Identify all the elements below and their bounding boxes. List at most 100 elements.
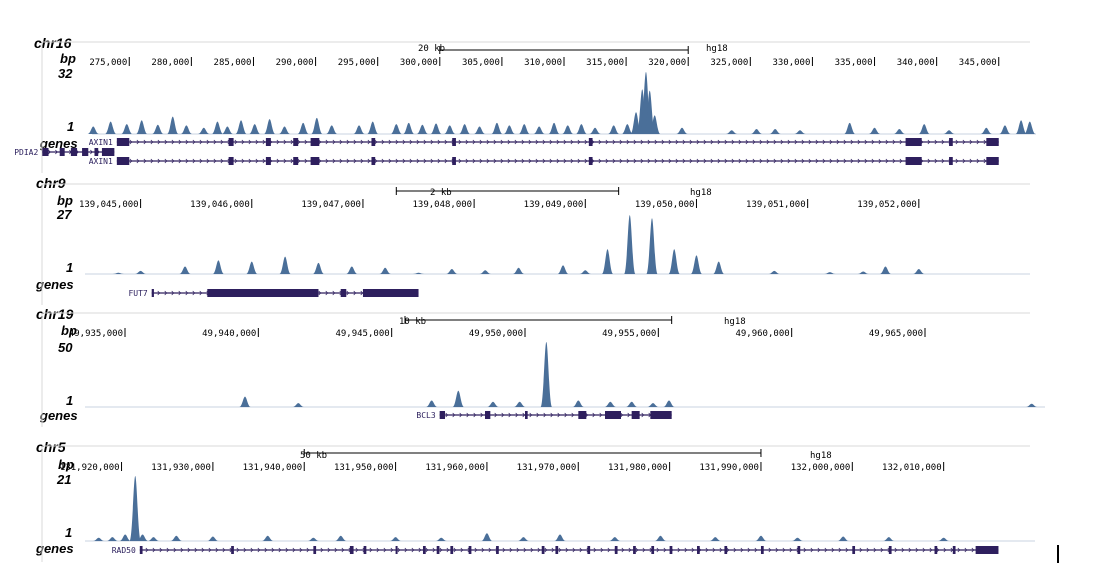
tick-label: 139,047,000	[301, 200, 361, 210]
signal-peak	[446, 269, 458, 274]
gene-exon	[934, 546, 938, 554]
gene-exon	[949, 157, 953, 165]
signal-peak	[572, 400, 585, 407]
gene-name-label: AXIN1	[89, 157, 113, 166]
strand-arrow	[360, 158, 364, 164]
signal-peak	[604, 401, 617, 407]
strand-arrow	[668, 158, 672, 164]
strand-arrow	[255, 158, 259, 164]
strand-arrow	[810, 547, 814, 553]
scale-bar-label: 50 kb	[300, 451, 327, 461]
strand-arrow	[515, 412, 519, 418]
tick-label: 139,049,000	[524, 200, 584, 210]
strand-arrow	[619, 158, 623, 164]
strand-arrow	[318, 139, 322, 145]
strand-arrow	[976, 158, 980, 164]
strand-arrow	[717, 139, 721, 145]
gene-exon	[228, 157, 234, 165]
strand-arrow	[129, 158, 133, 164]
strand-arrow	[381, 158, 385, 164]
max-label: 32	[58, 66, 73, 81]
strand-arrow	[892, 158, 896, 164]
genes-label: genes	[35, 277, 74, 292]
signal-peak	[326, 125, 338, 134]
gene-name-label: AXIN1	[89, 138, 113, 147]
strand-arrow	[486, 139, 490, 145]
chrom-label: chr9	[36, 175, 66, 191]
signal-peak	[503, 125, 516, 134]
strand-arrow	[549, 139, 553, 145]
gene-exon	[439, 411, 445, 419]
signal-peak	[517, 537, 530, 541]
min-label: 1	[65, 525, 72, 540]
signal-peak	[235, 120, 247, 134]
strand-arrow	[864, 158, 868, 164]
gene-exon	[949, 138, 953, 146]
strand-arrow	[943, 547, 947, 553]
signal-peak	[198, 127, 210, 134]
strand-arrow	[404, 547, 408, 553]
strand-arrow	[332, 158, 336, 164]
strand-arrow	[857, 158, 861, 164]
assembly-label: hg18	[706, 44, 728, 54]
strand-arrow	[241, 158, 245, 164]
signal-peak	[147, 537, 160, 541]
strand-arrow	[705, 547, 709, 553]
signal-peak	[726, 130, 738, 134]
strand-arrow	[474, 547, 478, 553]
gene-exon	[42, 148, 49, 156]
strand-arrow	[731, 139, 735, 145]
strand-arrow	[488, 547, 492, 553]
strand-arrow	[845, 547, 849, 553]
signal-peak	[579, 270, 591, 274]
strand-arrow	[899, 158, 903, 164]
strand-arrow	[523, 547, 527, 553]
genes-label: genes	[39, 136, 78, 151]
strand-arrow	[641, 412, 645, 418]
strand-arrow	[185, 158, 189, 164]
strand-arrow	[927, 158, 931, 164]
strand-arrow	[374, 158, 378, 164]
strand-arrow	[556, 158, 560, 164]
signal-peak	[278, 126, 291, 134]
strand-arrow	[395, 158, 399, 164]
strand-arrow	[584, 139, 588, 145]
gene-exon	[82, 148, 89, 156]
strand-arrow	[248, 139, 252, 145]
strand-arrow	[766, 158, 770, 164]
strand-arrow	[528, 139, 532, 145]
strand-arrow	[306, 547, 310, 553]
tick-label: 305,000	[462, 58, 500, 68]
strand-arrow	[164, 158, 168, 164]
signal-peak	[609, 537, 621, 541]
strand-arrow	[537, 547, 541, 553]
gene-exon	[496, 546, 499, 554]
signal-peak	[649, 115, 661, 134]
strand-arrow	[452, 412, 456, 418]
strand-arrow	[360, 139, 364, 145]
gene-exon	[231, 546, 234, 554]
strand-arrow	[164, 139, 168, 145]
strand-arrow	[612, 158, 616, 164]
signal-peak	[261, 535, 274, 541]
strand-arrow	[479, 139, 483, 145]
strand-arrow	[383, 547, 387, 553]
signal-peak	[713, 261, 725, 274]
strand-arrow	[150, 139, 154, 145]
strand-arrow	[745, 139, 749, 145]
strand-arrow	[565, 547, 569, 553]
strand-arrow	[598, 158, 602, 164]
signal-peak	[625, 401, 638, 407]
gene-exon	[852, 546, 856, 554]
strand-arrow	[250, 547, 254, 553]
strand-arrow	[752, 158, 756, 164]
strand-arrow	[880, 547, 884, 553]
strand-arrow	[654, 139, 658, 145]
scale-bar-label: 2 kb	[430, 188, 452, 198]
strand-arrow	[642, 547, 646, 553]
signal-peak	[562, 125, 574, 134]
strand-arrow	[339, 139, 343, 145]
strand-arrow	[290, 139, 294, 145]
strand-arrow	[208, 547, 212, 553]
